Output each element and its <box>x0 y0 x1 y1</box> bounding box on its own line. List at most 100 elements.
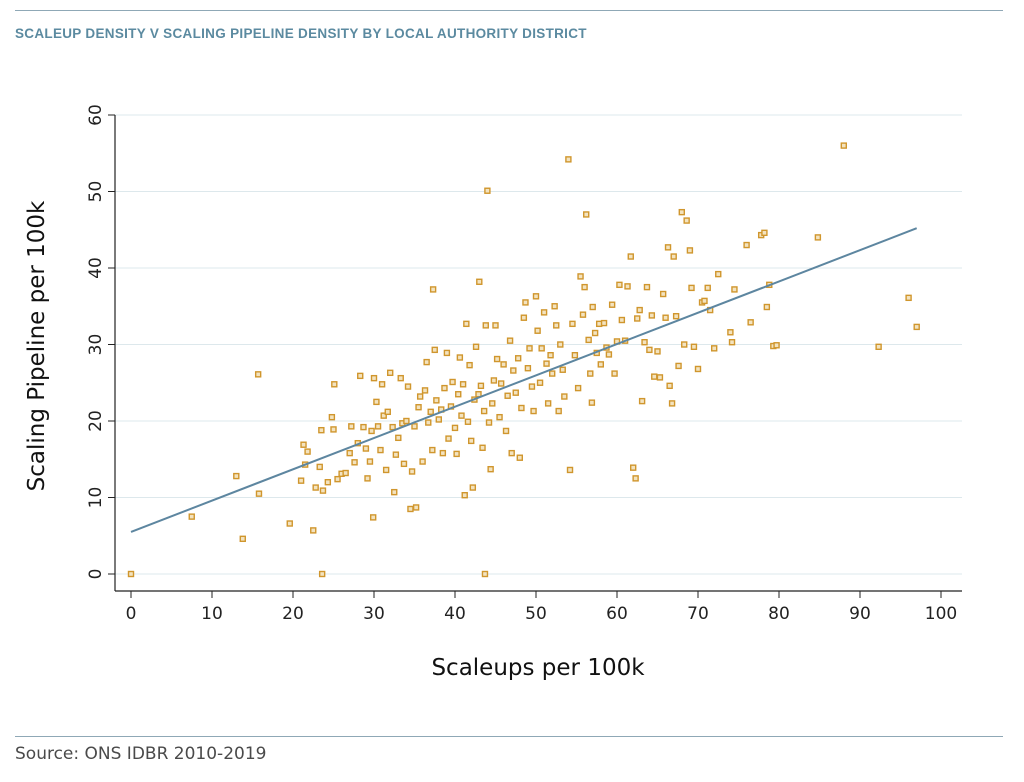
x-tick-label: 60 <box>606 604 628 624</box>
data-point <box>727 329 734 336</box>
x-tick-label: 70 <box>687 604 709 624</box>
data-point <box>711 345 718 352</box>
data-point <box>449 378 456 386</box>
data-point <box>643 283 651 291</box>
data-point <box>678 208 685 216</box>
data-point <box>300 441 307 448</box>
data-point <box>429 286 437 293</box>
data-point <box>403 417 410 425</box>
data-point <box>404 383 412 390</box>
data-point <box>395 434 402 442</box>
data-point <box>555 407 562 415</box>
data-point <box>524 365 532 372</box>
data-point <box>670 253 677 260</box>
data-point <box>324 479 332 486</box>
data-point <box>551 303 558 310</box>
data-point <box>588 399 596 406</box>
data-point <box>549 370 556 377</box>
data-point <box>286 520 293 527</box>
data-point <box>611 370 618 377</box>
data-point <box>532 293 540 300</box>
data-point <box>400 460 408 468</box>
data-point <box>543 360 550 367</box>
data-point <box>512 389 519 396</box>
data-point <box>574 384 582 392</box>
data-point <box>423 358 430 366</box>
data-point <box>330 426 337 433</box>
data-point <box>646 346 653 354</box>
data-point <box>605 351 613 358</box>
data-point <box>466 361 473 369</box>
data-point <box>616 281 623 289</box>
data-point <box>297 477 305 484</box>
data-point <box>318 570 326 578</box>
y-tick-label: 40 <box>86 257 106 279</box>
fit-line-group <box>130 227 918 533</box>
data-point <box>431 346 438 354</box>
data-point <box>544 400 552 407</box>
data-point <box>630 464 637 471</box>
y-tick-label: 20 <box>86 410 106 432</box>
data-point <box>526 345 533 352</box>
axes: 0 10 20 30 40 50 60 0 10 20 30 40 50 60 70 80 90 100 <box>86 104 962 624</box>
data-point <box>127 570 135 578</box>
data-point <box>589 303 596 311</box>
x-tick-label: 50 <box>525 604 547 624</box>
data-point <box>704 284 711 292</box>
y-tick-label: 10 <box>86 487 106 509</box>
data-point <box>905 294 912 302</box>
data-point <box>384 408 391 416</box>
data-point <box>310 527 317 534</box>
data-point <box>534 327 541 334</box>
top-rule <box>15 10 1003 11</box>
data-point <box>348 423 355 430</box>
data-point <box>445 435 452 442</box>
data-point <box>487 465 494 473</box>
data-point <box>608 301 616 308</box>
data-point <box>484 187 491 194</box>
data-point <box>581 283 588 291</box>
data-point <box>254 371 262 378</box>
data-point <box>425 419 432 426</box>
data-point <box>500 361 507 368</box>
data-point <box>627 253 634 260</box>
data-point <box>456 354 464 361</box>
data-point <box>701 297 708 305</box>
data-point <box>380 412 387 419</box>
data-point <box>387 369 394 377</box>
data-point <box>506 337 514 344</box>
data-point <box>681 341 688 348</box>
data-point <box>686 247 694 254</box>
data-point <box>435 416 442 423</box>
data-point <box>538 345 545 352</box>
data-point <box>370 374 378 382</box>
data-point <box>318 426 325 434</box>
x-tick-label: 80 <box>768 604 790 624</box>
data-point <box>763 303 771 311</box>
data-points <box>127 142 920 578</box>
data-point <box>814 234 822 241</box>
data-point <box>464 418 472 425</box>
data-point <box>840 142 847 149</box>
data-point <box>502 427 510 435</box>
data-point <box>656 374 664 381</box>
data-point <box>583 211 590 218</box>
data-point <box>469 484 477 491</box>
data-point <box>319 487 327 494</box>
data-point <box>342 469 349 477</box>
fit-line <box>130 227 918 533</box>
data-point <box>392 451 400 458</box>
data-point <box>618 316 626 324</box>
data-point <box>368 427 375 435</box>
data-point <box>453 450 460 458</box>
data-point <box>407 505 414 513</box>
x-tick-label: 20 <box>282 604 304 624</box>
x-tick-label: 90 <box>849 604 871 624</box>
data-point <box>520 314 528 321</box>
data-point <box>304 448 311 455</box>
data-point <box>369 514 377 521</box>
data-point <box>463 320 470 328</box>
data-point <box>641 339 648 346</box>
data-point <box>632 475 639 482</box>
data-point <box>312 484 319 491</box>
